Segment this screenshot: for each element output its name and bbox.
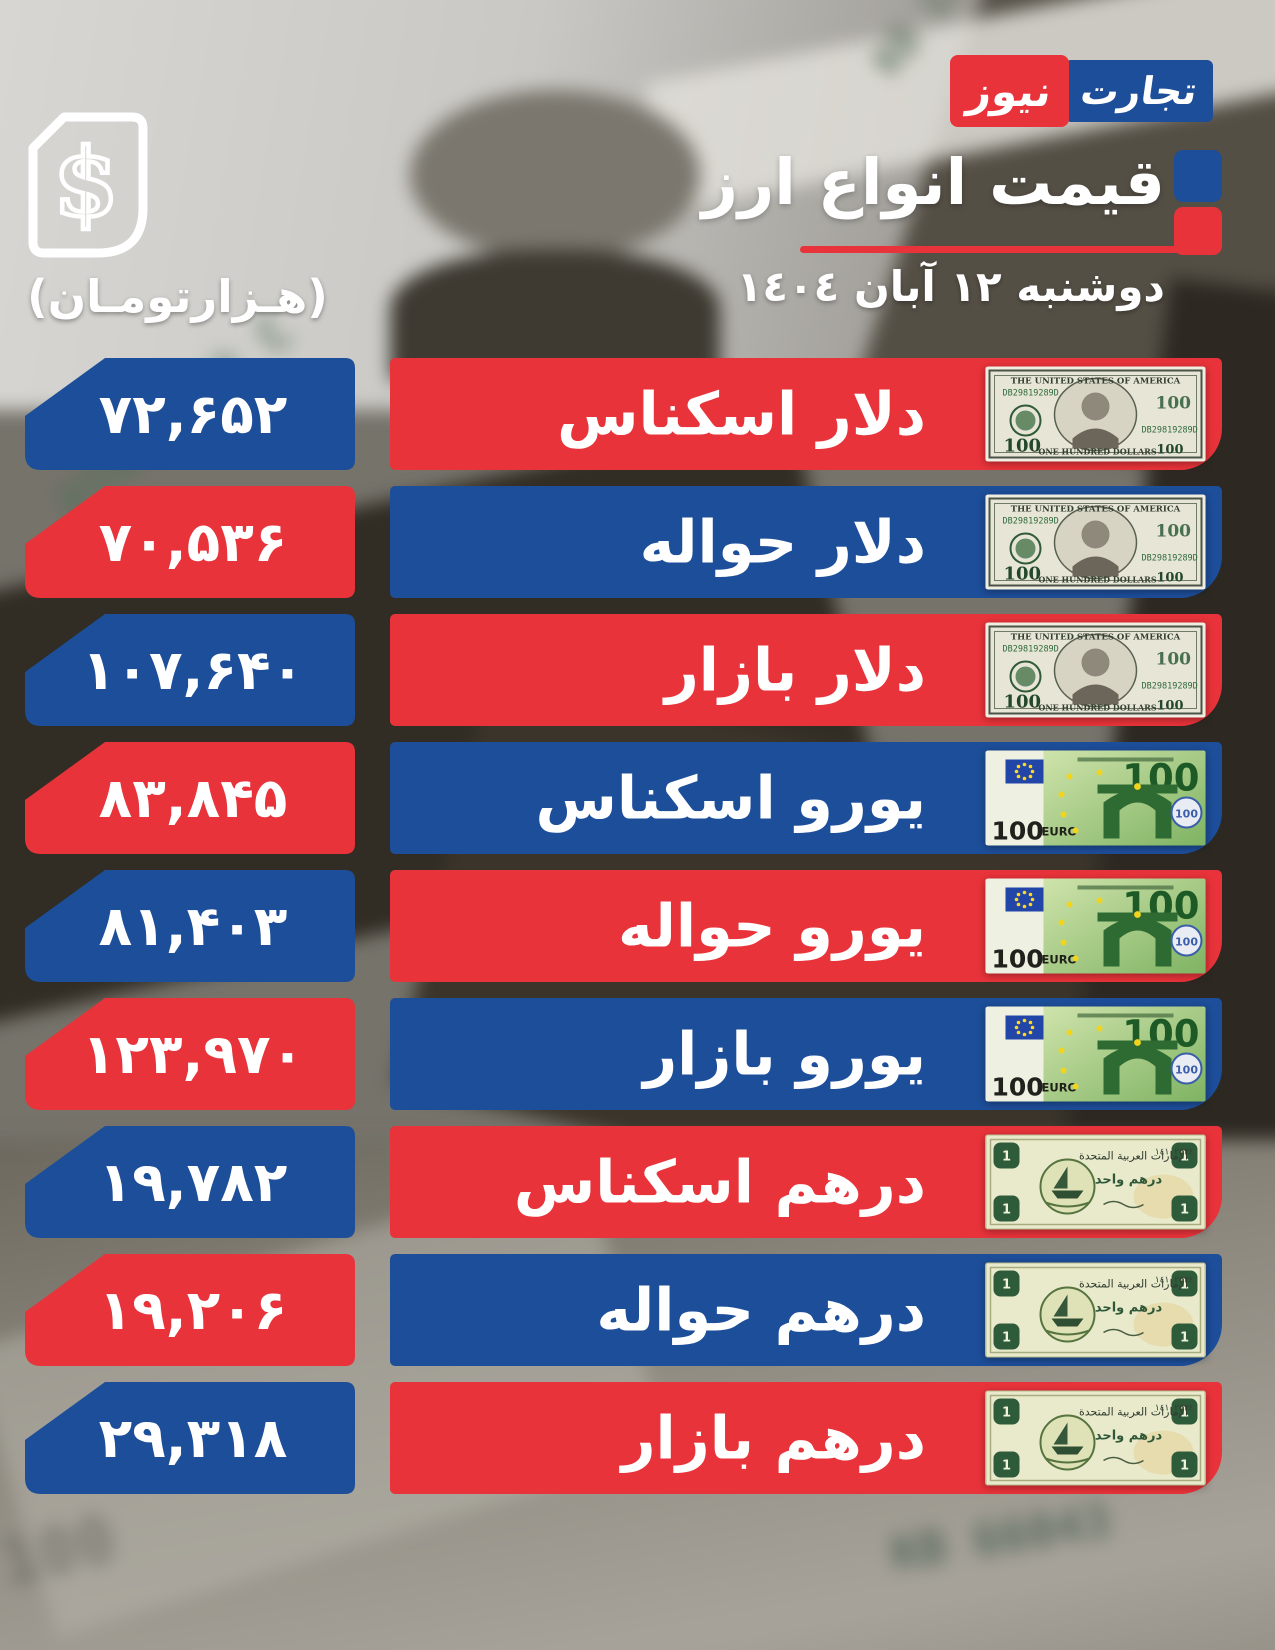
currency-label: دلار بازار <box>664 635 926 705</box>
currency-label: یورو حواله <box>618 891 926 961</box>
currency-bar: دلار حواله <box>390 486 1222 598</box>
price-box: ۱۰۷,۶۴۰ <box>25 614 355 726</box>
price-value: ۷۰,۵۳۶ <box>98 510 288 574</box>
brand-logo-tejarat-box: تجارت <box>1065 60 1213 122</box>
dollar-sign-icon: $ <box>28 112 148 258</box>
table-row: ۱۰۷,۶۴۰ دلار بازار <box>0 614 1275 726</box>
table-row: ۸۳,۸۴۵ یورو اسکناس <box>0 742 1275 854</box>
currency-bar: یورو بازار <box>390 998 1222 1110</box>
price-box: ۱۲۳,۹۷۰ <box>25 998 355 1110</box>
currency-label: درهم بازار <box>621 1403 926 1473</box>
page-title: قیمت انواع ارز <box>701 146 1165 219</box>
currency-bar: درهم اسکناس <box>390 1126 1222 1238</box>
brand-logo-news-box: نیوز <box>949 55 1069 127</box>
eur-banknote-image <box>985 1007 1206 1102</box>
currency-bar: یورو اسکناس <box>390 742 1222 854</box>
table-row: ۲۹,۳۱۸ درهم بازار <box>0 1382 1275 1494</box>
price-value: ۱۲۳,۹۷۰ <box>81 1022 305 1086</box>
brand-logo-tejarat-text: تجارت <box>1077 69 1201 113</box>
price-value: ۸۳,۸۴۵ <box>98 766 288 830</box>
currency-bar: دلار بازار <box>390 614 1222 726</box>
price-box: ۸۳,۸۴۵ <box>25 742 355 854</box>
currency-bar: درهم حواله <box>390 1254 1222 1366</box>
price-box: ۷۰,۵۳۶ <box>25 486 355 598</box>
price-value: ۸۱,۴۰۳ <box>98 894 288 958</box>
currency-bar: درهم بازار <box>390 1382 1222 1494</box>
price-box: ۸۱,۴۰۳ <box>25 870 355 982</box>
price-box: ۱۹,۲۰۶ <box>25 1254 355 1366</box>
price-value: ۲۹,۳۱۸ <box>98 1406 288 1470</box>
price-value: ۱۹,۷۸۲ <box>98 1150 288 1214</box>
table-row: ۸۱,۴۰۳ یورو حواله <box>0 870 1275 982</box>
aed-banknote-image <box>985 1391 1206 1486</box>
table-row: ۷۰,۵۳۶ دلار حواله <box>0 486 1275 598</box>
currency-label: دلار اسکناس <box>557 379 926 449</box>
red-square-decoration <box>1174 207 1222 255</box>
table-row: ۷۲,۶۵۲ دلار اسکناس <box>0 358 1275 470</box>
price-value: ۱۹,۲۰۶ <box>98 1278 288 1342</box>
brand-logo-news-text: نیوز <box>964 66 1055 116</box>
aed-banknote-image <box>985 1135 1206 1230</box>
usd-banknote-image <box>985 495 1206 590</box>
unit-label: (هـزارتومـان) <box>27 270 328 323</box>
currency-label: یورو اسکناس <box>535 763 926 833</box>
currency-label: یورو بازار <box>643 1019 926 1089</box>
currency-label: درهم اسکناس <box>513 1147 926 1217</box>
blue-square-decoration <box>1174 150 1222 202</box>
title-underline <box>800 246 1200 253</box>
table-row: ۱۹,۷۸۲ درهم اسکناس <box>0 1126 1275 1238</box>
usd-banknote-image <box>985 623 1206 718</box>
price-value: ۱۰۷,۶۴۰ <box>81 638 305 702</box>
currency-bar: دلار اسکناس <box>390 358 1222 470</box>
currency-bar: یورو حواله <box>390 870 1222 982</box>
eur-banknote-image <box>985 879 1206 974</box>
brand-logo: نیوز تجارت <box>949 55 1213 127</box>
title-bullet-decoration <box>1174 150 1222 255</box>
table-row: ۱۹,۲۰۶ درهم حواله <box>0 1254 1275 1366</box>
eur-banknote-image <box>985 751 1206 846</box>
price-box: ۲۹,۳۱۸ <box>25 1382 355 1494</box>
currency-label: درهم حواله <box>596 1275 926 1345</box>
currency-label: دلار حواله <box>639 507 926 577</box>
date-label: دوشنبه ١٢ آبان ١٤٠٤ <box>736 262 1165 311</box>
price-box: ۱۹,۷۸۲ <box>25 1126 355 1238</box>
price-rows: ۷۲,۶۵۲ دلار اسکناس ۷۰,۵۳۶ دلار حواله ۱۰۷… <box>0 358 1275 1494</box>
usd-banknote-image <box>985 367 1206 462</box>
price-value: ۷۲,۶۵۲ <box>98 382 288 446</box>
table-row: ۱۲۳,۹۷۰ یورو بازار <box>0 998 1275 1110</box>
price-box: ۷۲,۶۵۲ <box>25 358 355 470</box>
svg-text:$: $ <box>53 128 118 238</box>
aed-banknote-image <box>985 1263 1206 1358</box>
